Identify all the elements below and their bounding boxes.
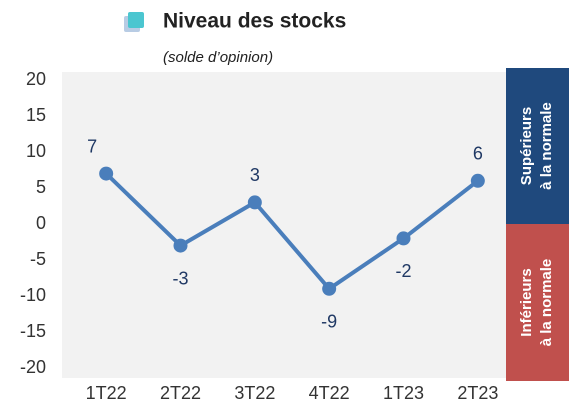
side-label: Supérieurs bbox=[518, 107, 535, 185]
legend-swatch bbox=[128, 12, 144, 28]
x-tick-label: 2T23 bbox=[457, 383, 498, 403]
data-point bbox=[247, 195, 262, 210]
y-tick-label: -10 bbox=[20, 285, 46, 305]
side-label: Inférieurs bbox=[518, 268, 535, 336]
side-label: à la normale bbox=[538, 259, 555, 347]
y-tick-label: 5 bbox=[36, 177, 46, 197]
x-tick-label: 4T22 bbox=[309, 383, 350, 403]
data-label: -9 bbox=[321, 312, 337, 332]
data-point bbox=[470, 173, 485, 188]
x-tick-label: 1T23 bbox=[383, 383, 424, 403]
x-tick-label: 3T22 bbox=[234, 383, 275, 403]
side-box bbox=[506, 68, 569, 224]
y-tick-label: -5 bbox=[30, 249, 46, 269]
data-label: 3 bbox=[250, 165, 260, 185]
chart-subtitle: (solde d’opinion) bbox=[163, 49, 273, 66]
y-tick-label: 0 bbox=[36, 213, 46, 233]
data-point bbox=[396, 231, 411, 246]
data-point bbox=[99, 166, 114, 181]
y-tick-label: -20 bbox=[20, 357, 46, 377]
data-point bbox=[322, 281, 337, 296]
data-label: -3 bbox=[172, 268, 188, 288]
y-tick-label: -15 bbox=[20, 321, 46, 341]
data-label: 7 bbox=[87, 136, 97, 156]
side-box bbox=[506, 224, 569, 381]
y-tick-label: 10 bbox=[26, 141, 46, 161]
side-label: à la normale bbox=[538, 102, 555, 190]
y-tick-label: 20 bbox=[26, 69, 46, 89]
legend-label: Niveau des stocks bbox=[163, 10, 346, 33]
plot-background bbox=[62, 72, 506, 378]
data-point bbox=[173, 238, 188, 253]
y-tick-label: 15 bbox=[26, 105, 46, 125]
data-label: 6 bbox=[473, 144, 483, 164]
data-label: -2 bbox=[395, 261, 411, 281]
x-tick-label: 1T22 bbox=[86, 383, 127, 403]
data-line bbox=[104, 172, 480, 291]
x-tick-label: 2T22 bbox=[160, 383, 201, 403]
